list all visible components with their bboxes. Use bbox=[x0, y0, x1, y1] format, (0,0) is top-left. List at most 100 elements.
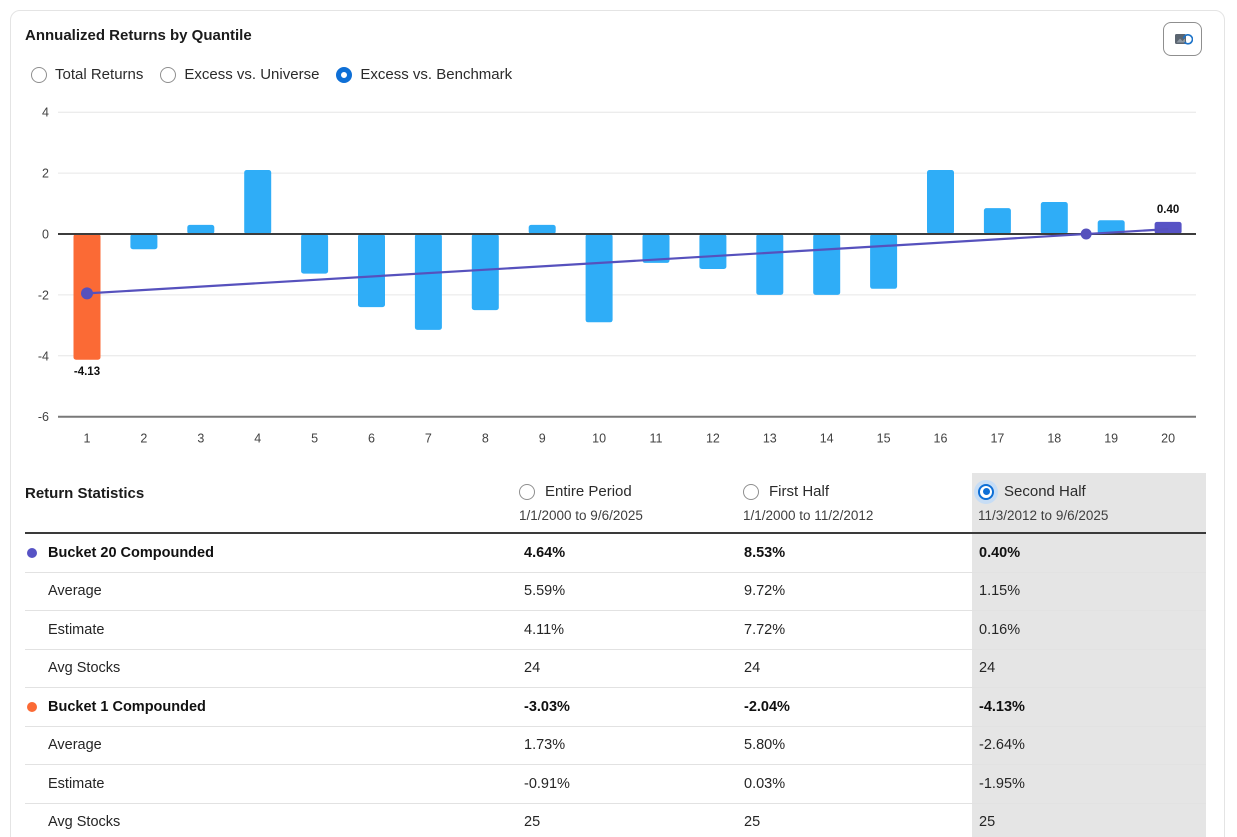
entire-period-value: -3.03% bbox=[524, 698, 570, 715]
period-header-entire-period: Entire Period 1/1/2000 to 9/6/2025 bbox=[519, 483, 744, 523]
first-half-value: -2.04% bbox=[744, 698, 790, 715]
svg-text:0: 0 bbox=[42, 228, 49, 242]
period-header-first-half: First Half 1/1/2000 to 11/2/2012 bbox=[743, 483, 968, 523]
period-header-second-half: Second Half 11/3/2012 to 9/6/2025 bbox=[978, 483, 1203, 523]
first-half-value: 8.53% bbox=[744, 544, 786, 561]
row-label: Avg Stocks bbox=[48, 814, 121, 831]
period-label: Second Half bbox=[1004, 483, 1086, 500]
svg-text:0.40: 0.40 bbox=[1157, 204, 1179, 216]
table-row-bucket-20-compounded: Bucket 20 Compounded 4.64% 8.53% 0.40% bbox=[25, 534, 1206, 573]
period-date-range: 1/1/2000 to 9/6/2025 bbox=[519, 508, 643, 523]
second-half-value: -4.13% bbox=[979, 698, 1025, 715]
svg-text:2: 2 bbox=[42, 167, 49, 181]
entire-period-value: 5.59% bbox=[524, 583, 566, 600]
svg-text:-2: -2 bbox=[38, 288, 49, 302]
table-row-bucket-1-compounded: Bucket 1 Compounded -3.03% -2.04% -4.13% bbox=[25, 688, 1206, 727]
first-half-value: 0.03% bbox=[744, 775, 786, 792]
row-label: Average bbox=[48, 583, 102, 600]
first-half-value: 9.72% bbox=[744, 583, 786, 600]
svg-text:3: 3 bbox=[197, 432, 204, 446]
second-half-value: 24 bbox=[979, 660, 996, 677]
svg-text:19: 19 bbox=[1104, 432, 1118, 446]
svg-text:17: 17 bbox=[990, 432, 1004, 446]
view-option-total-returns[interactable]: Total Returns bbox=[31, 66, 143, 83]
entire-period-value: -0.91% bbox=[524, 775, 570, 792]
page-title: Annualized Returns by Quantile bbox=[25, 27, 252, 44]
first-half-value: 25 bbox=[744, 814, 761, 831]
svg-text:13: 13 bbox=[763, 432, 777, 446]
radio-selected-icon[interactable] bbox=[978, 483, 994, 500]
svg-text:-6: -6 bbox=[38, 410, 49, 424]
svg-text:20: 20 bbox=[1161, 432, 1175, 446]
first-half-value: 24 bbox=[744, 660, 761, 677]
view-option-label: Total Returns bbox=[55, 66, 144, 83]
entire-period-value: 24 bbox=[524, 660, 541, 677]
second-half-value: 0.16% bbox=[979, 621, 1021, 638]
table-row-estimate: Estimate 4.11% 7.72% 0.16% bbox=[25, 611, 1206, 650]
svg-text:1: 1 bbox=[84, 432, 91, 446]
second-half-value: 1.15% bbox=[979, 583, 1021, 600]
entire-period-value: 4.64% bbox=[524, 544, 566, 561]
table-row-avg-stocks: Avg Stocks 25 25 25 bbox=[25, 804, 1206, 837]
row-label: Average bbox=[48, 737, 102, 754]
copy-chart-image-icon bbox=[1174, 34, 1193, 45]
table-row-average: Average 1.73% 5.80% -2.64% bbox=[25, 727, 1206, 765]
svg-text:10: 10 bbox=[592, 432, 606, 446]
svg-text:9: 9 bbox=[539, 432, 546, 446]
svg-text:4: 4 bbox=[254, 432, 261, 446]
row-label: Bucket 1 Compounded bbox=[48, 698, 206, 715]
quantile-bar-chart[interactable]: 420-2-4-61 2 3 4 5 6 7 8 9 10 11 12 13 14 15 16 17 18 19 20… bbox=[11, 101, 1226, 461]
second-half-value: 0.40% bbox=[979, 544, 1021, 561]
row-label: Bucket 20 Compounded bbox=[48, 544, 214, 561]
chart-view-radio-group: Total Returns Excess vs. Universe Excess… bbox=[31, 66, 512, 83]
svg-text:6: 6 bbox=[368, 432, 375, 446]
radio-selected-icon[interactable] bbox=[336, 66, 353, 83]
view-option-label: Excess vs. Benchmark bbox=[360, 66, 513, 83]
radio-unselected-icon[interactable] bbox=[743, 483, 759, 500]
view-option-excess-vs-universe[interactable]: Excess vs. Universe bbox=[160, 66, 319, 83]
view-option-excess-vs-benchmark[interactable]: Excess vs. Benchmark bbox=[336, 66, 512, 83]
row-label: Avg Stocks bbox=[48, 660, 121, 677]
svg-text:2: 2 bbox=[140, 432, 147, 446]
first-half-value: 5.80% bbox=[744, 737, 786, 754]
statistics-table: Bucket 20 Compounded 4.64% 8.53% 0.40% A… bbox=[25, 534, 1206, 837]
radio-unselected-icon[interactable] bbox=[160, 66, 177, 83]
period-date-range: 11/3/2012 to 9/6/2025 bbox=[978, 508, 1109, 523]
svg-text:14: 14 bbox=[820, 432, 834, 446]
table-row-avg-stocks: Avg Stocks 24 24 24 bbox=[25, 650, 1206, 688]
first-half-value: 7.72% bbox=[744, 621, 786, 638]
radio-unselected-icon[interactable] bbox=[31, 66, 47, 83]
svg-text:-4: -4 bbox=[38, 349, 49, 363]
series-dot-icon bbox=[27, 547, 37, 558]
series-dot-icon bbox=[27, 701, 37, 712]
entire-period-value: 1.73% bbox=[524, 737, 566, 754]
second-half-value: 25 bbox=[979, 814, 996, 831]
svg-text:-4.13: -4.13 bbox=[74, 366, 100, 378]
period-label: First Half bbox=[769, 483, 829, 500]
table-header-divider bbox=[25, 532, 1206, 534]
svg-text:5: 5 bbox=[311, 432, 318, 446]
second-half-value: -2.64% bbox=[979, 737, 1025, 754]
svg-text:4: 4 bbox=[42, 106, 49, 120]
second-half-value: -1.95% bbox=[979, 775, 1025, 792]
svg-text:16: 16 bbox=[934, 432, 948, 446]
view-option-label: Excess vs. Universe bbox=[184, 66, 320, 83]
annualized-returns-panel: Annualized Returns by Quantile Total Ret… bbox=[10, 10, 1225, 837]
period-label: Entire Period bbox=[545, 483, 632, 500]
radio-unselected-icon[interactable] bbox=[519, 483, 535, 500]
row-label: Estimate bbox=[48, 621, 105, 638]
svg-text:18: 18 bbox=[1047, 432, 1061, 446]
svg-text:7: 7 bbox=[425, 432, 432, 446]
export-chart-button[interactable] bbox=[1163, 22, 1202, 56]
row-label: Estimate bbox=[48, 775, 105, 792]
period-date-range: 1/1/2000 to 11/2/2012 bbox=[743, 508, 874, 523]
svg-text:15: 15 bbox=[877, 432, 891, 446]
svg-text:12: 12 bbox=[706, 432, 720, 446]
entire-period-value: 4.11% bbox=[524, 621, 565, 638]
svg-text:8: 8 bbox=[482, 432, 489, 446]
entire-period-value: 25 bbox=[524, 814, 541, 831]
svg-text:11: 11 bbox=[650, 432, 663, 446]
stats-title: Return Statistics bbox=[25, 485, 145, 502]
table-row-average: Average 5.59% 9.72% 1.15% bbox=[25, 573, 1206, 611]
table-row-estimate: Estimate -0.91% 0.03% -1.95% bbox=[25, 765, 1206, 804]
